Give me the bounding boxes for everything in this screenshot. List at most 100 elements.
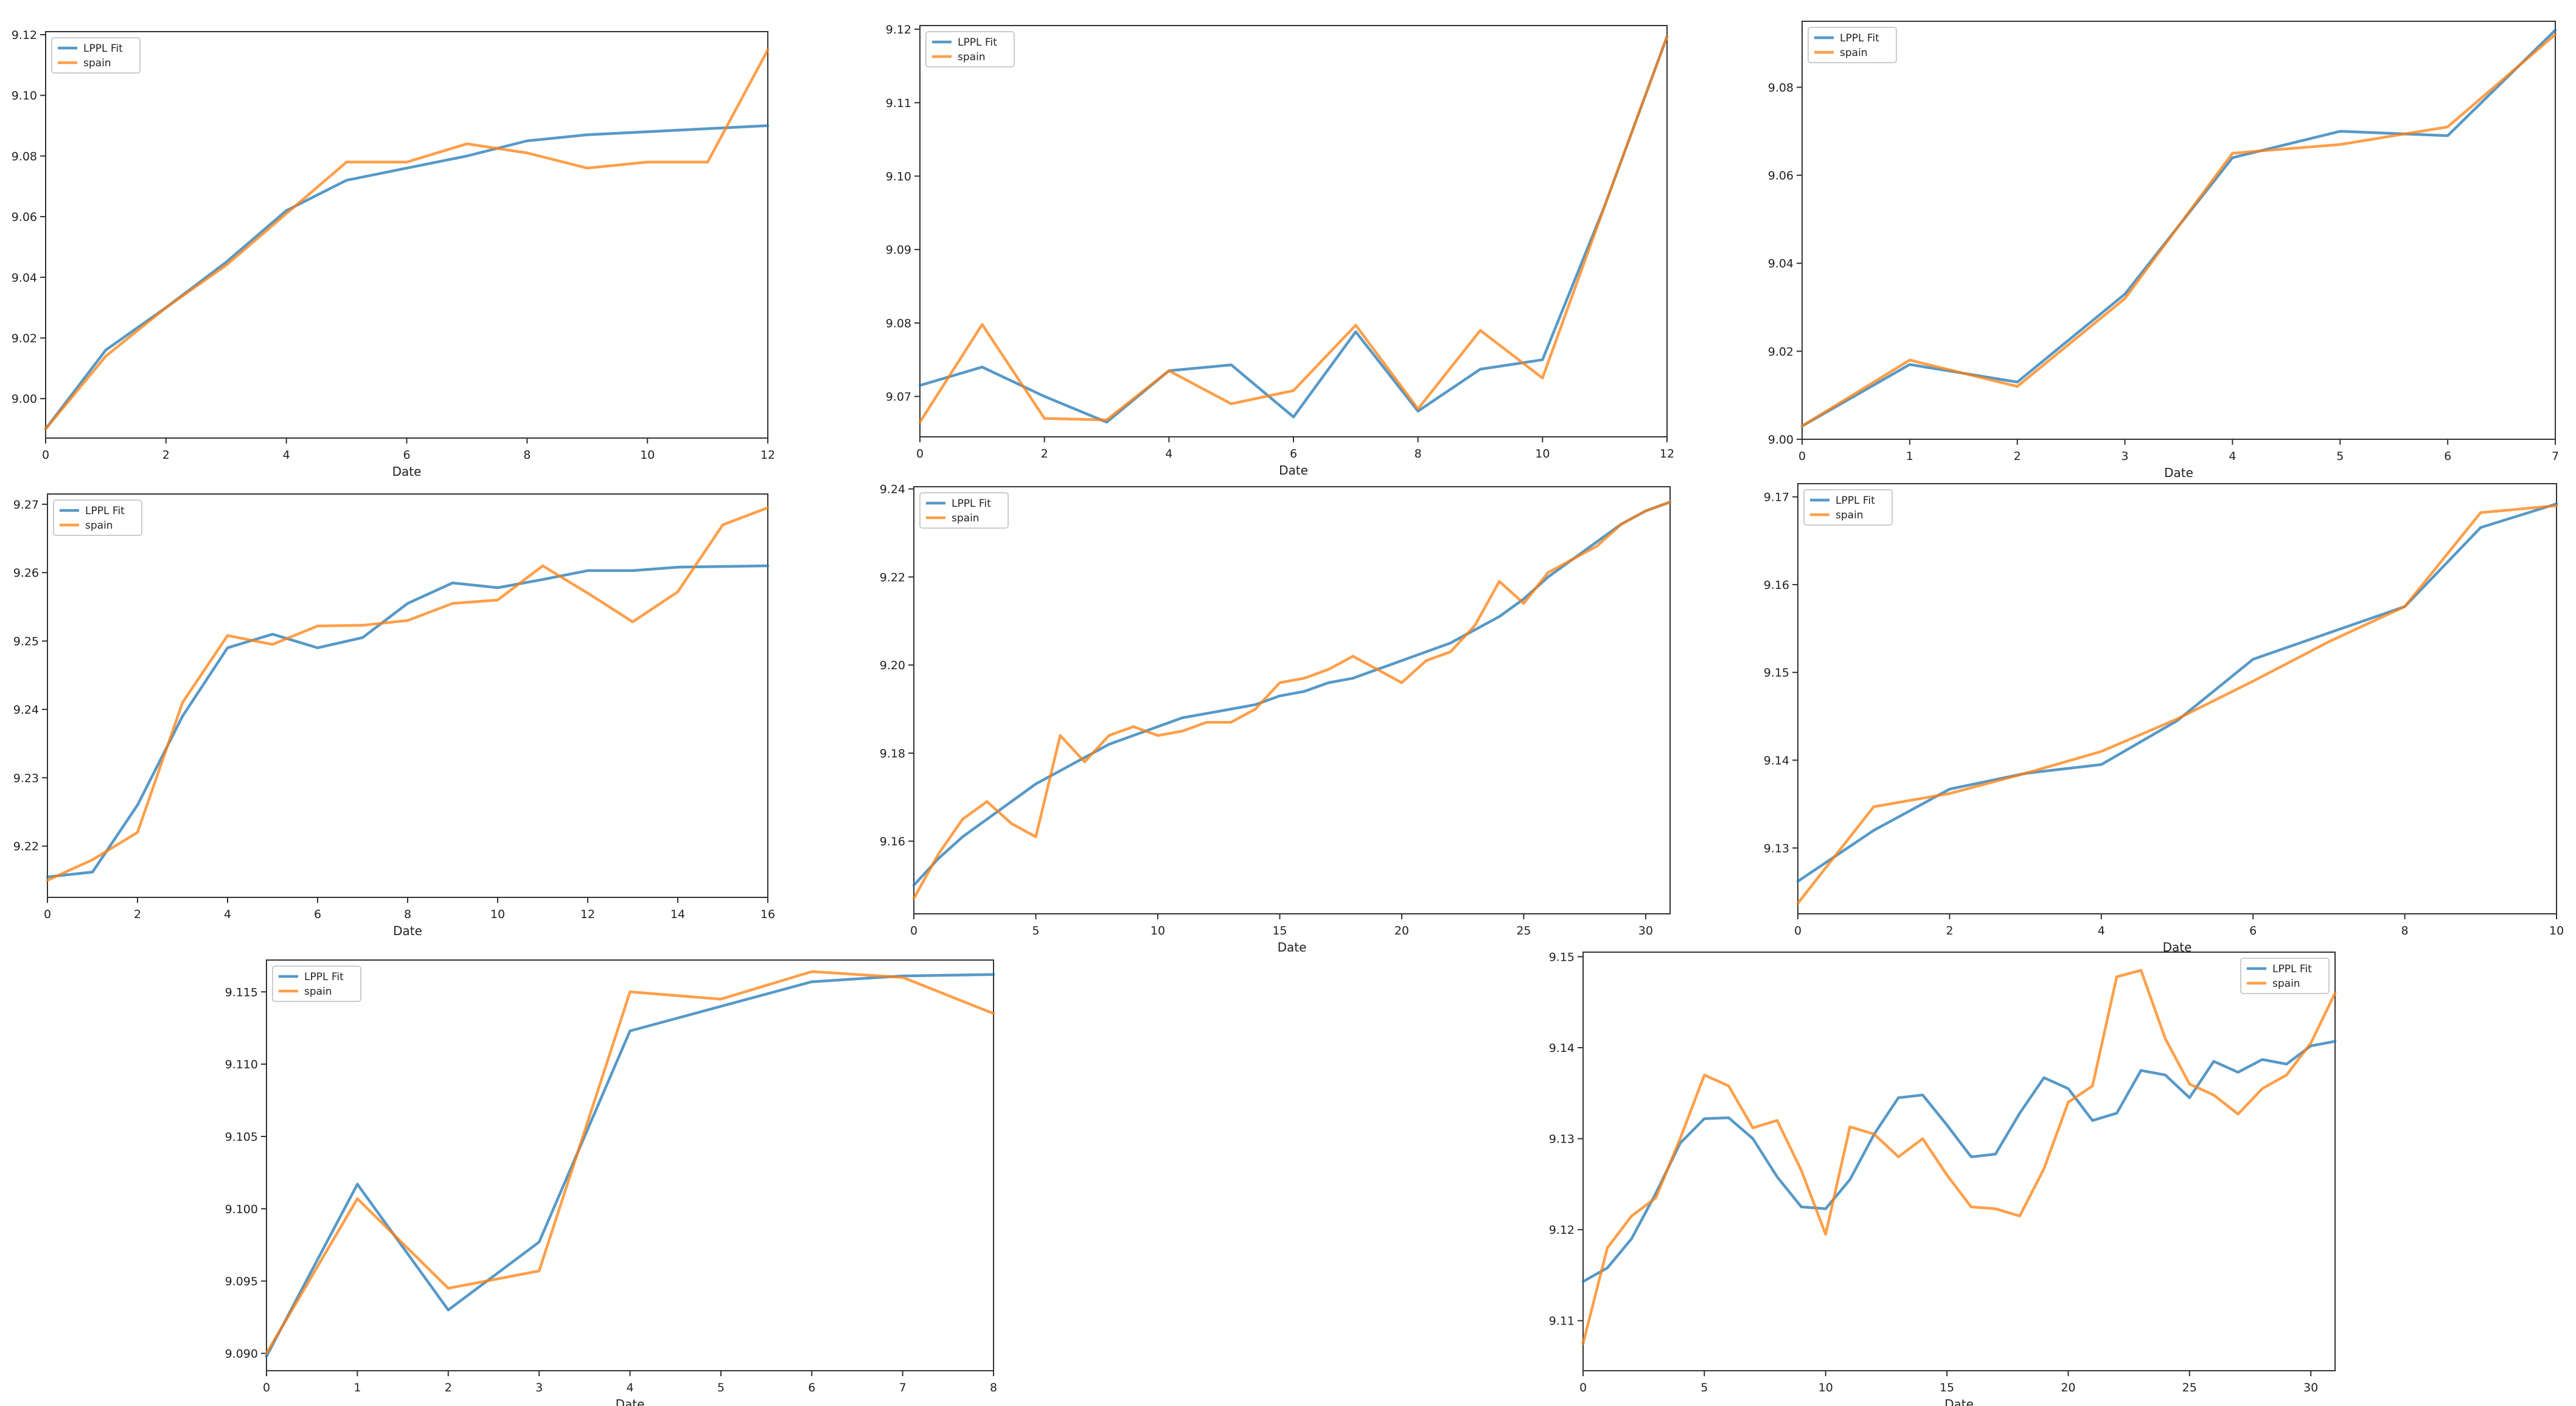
data-point bbox=[1352, 655, 1354, 658]
series-line-spain bbox=[1800, 33, 2557, 428]
x-tick-label: 4 bbox=[626, 1381, 633, 1394]
data-point bbox=[1417, 410, 1419, 412]
data-point bbox=[1572, 558, 1574, 560]
data-point bbox=[1970, 1156, 1972, 1158]
data-point bbox=[1800, 1206, 1803, 1208]
data-point bbox=[2328, 632, 2330, 634]
data-point bbox=[1873, 1133, 1875, 1135]
legend-box bbox=[53, 499, 142, 536]
x-tick-label: 30 bbox=[2303, 1381, 2318, 1394]
series-line-spain bbox=[1796, 504, 2558, 905]
x-axis-label: Date bbox=[1278, 940, 1307, 955]
data-point bbox=[541, 578, 544, 580]
legend-label: spain bbox=[1840, 47, 1868, 59]
series-line-spain bbox=[918, 35, 1669, 424]
data-point bbox=[1582, 1280, 1584, 1282]
data-point bbox=[1105, 419, 1108, 421]
data-point bbox=[1181, 717, 1183, 719]
series-line-lppl-fit bbox=[265, 973, 995, 1358]
data-point bbox=[2213, 1060, 2215, 1062]
data-point bbox=[2140, 969, 2142, 972]
data-point bbox=[1994, 1208, 1997, 1210]
y-tick-label: 9.095 bbox=[225, 1275, 258, 1289]
y-tick-label: 9.02 bbox=[1768, 345, 1794, 358]
data-point bbox=[1168, 369, 1170, 372]
x-tick-label: 0 bbox=[910, 924, 917, 938]
data-point bbox=[1596, 540, 1598, 543]
data-point bbox=[2339, 130, 2341, 133]
data-point bbox=[1797, 902, 1799, 905]
legend-label: spain bbox=[952, 512, 980, 524]
data-point bbox=[1354, 324, 1357, 327]
x-axis-label: Date bbox=[393, 924, 422, 938]
y-tick-label: 9.06 bbox=[1768, 169, 1794, 183]
x-tick-label: 4 bbox=[283, 448, 290, 462]
x-tick-label: 10 bbox=[1150, 924, 1165, 938]
y-tick-label: 9.04 bbox=[1768, 257, 1794, 271]
y-tick-label: 9.14 bbox=[1764, 754, 1789, 768]
data-point bbox=[1752, 1138, 1754, 1140]
data-point bbox=[1727, 1085, 1730, 1087]
x-tick-label: 12 bbox=[761, 448, 775, 462]
data-point bbox=[986, 818, 988, 820]
series-line-spain bbox=[46, 506, 770, 882]
y-tick-label: 9.24 bbox=[13, 703, 39, 717]
data-point bbox=[1181, 730, 1183, 733]
data-point bbox=[46, 875, 49, 878]
data-point bbox=[1752, 1127, 1754, 1129]
data-point bbox=[1328, 668, 1330, 670]
chart-panel-5: 0 5 10 15 20 25 30 9.16 9.18 9.20 9.22 9.24 Date LPPL… bbox=[880, 483, 1672, 955]
data-point bbox=[1108, 743, 1110, 745]
data-point bbox=[1205, 712, 1208, 715]
data-point bbox=[1897, 1096, 1899, 1099]
data-point bbox=[1376, 668, 1379, 670]
data-point bbox=[2252, 680, 2254, 683]
data-point bbox=[1292, 389, 1295, 392]
x-tick-label: 6 bbox=[1290, 447, 1297, 461]
data-point bbox=[1010, 800, 1012, 802]
data-point bbox=[165, 307, 167, 309]
data-point bbox=[1606, 1247, 1609, 1249]
data-point bbox=[2100, 764, 2103, 766]
y-tick-label: 9.105 bbox=[225, 1130, 258, 1144]
data-point bbox=[346, 179, 348, 181]
data-point bbox=[1703, 1074, 1705, 1076]
plot-frame bbox=[45, 31, 768, 439]
data-point bbox=[1604, 204, 1606, 207]
data-point bbox=[1909, 359, 1911, 361]
data-point bbox=[2328, 641, 2330, 643]
data-point bbox=[646, 131, 649, 133]
data-point bbox=[1108, 734, 1110, 737]
x-tick-label: 8 bbox=[523, 448, 531, 462]
data-point bbox=[2554, 33, 2557, 36]
data-point bbox=[1034, 783, 1037, 785]
data-point bbox=[2188, 1083, 2191, 1085]
data-point bbox=[226, 635, 229, 637]
legend-label: spain bbox=[304, 986, 332, 998]
data-point bbox=[1084, 756, 1086, 759]
data-point bbox=[629, 1029, 632, 1032]
data-point bbox=[1425, 659, 1427, 662]
y-tick-label: 9.07 bbox=[886, 391, 911, 404]
series-line-lppl-fit bbox=[1581, 1040, 2337, 1283]
data-point bbox=[961, 835, 964, 838]
legend-label: spain bbox=[85, 520, 113, 532]
legend-label: LPPL Fit bbox=[83, 43, 123, 55]
data-point bbox=[541, 565, 544, 567]
x-tick-label: 4 bbox=[1165, 447, 1172, 461]
y-tick-label: 9.04 bbox=[12, 271, 37, 285]
data-point bbox=[2091, 1119, 2094, 1122]
plot-frame bbox=[1582, 952, 2336, 1371]
data-point bbox=[1631, 1237, 1633, 1240]
data-point bbox=[1547, 571, 1550, 574]
data-point bbox=[225, 264, 228, 266]
data-point bbox=[2285, 1074, 2288, 1076]
data-point bbox=[913, 897, 915, 900]
y-tick-label: 9.13 bbox=[1549, 1133, 1575, 1146]
data-point bbox=[496, 586, 499, 589]
x-tick-label: 0 bbox=[44, 908, 51, 921]
x-tick-label: 3 bbox=[535, 1381, 543, 1394]
data-point bbox=[1800, 1169, 1803, 1172]
data-point bbox=[1401, 681, 1403, 684]
data-point bbox=[2334, 1040, 2336, 1043]
